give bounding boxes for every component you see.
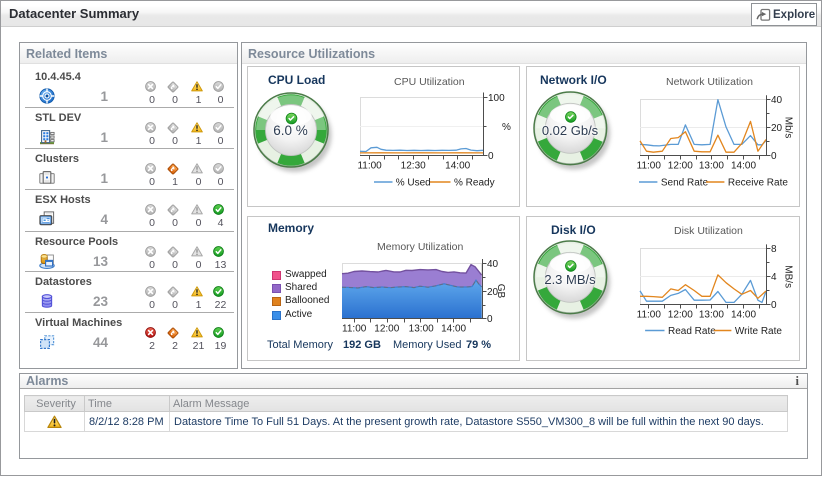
- svg-text:12:00: 12:00: [668, 310, 693, 321]
- svg-text:14:00: 14:00: [441, 324, 466, 335]
- svg-text:0: 0: [771, 151, 777, 162]
- svg-text:% Used: % Used: [396, 178, 431, 189]
- svg-text:0: 0: [487, 314, 493, 325]
- svg-text:40: 40: [487, 259, 499, 270]
- svg-text:Send Rate: Send Rate: [661, 178, 709, 189]
- svg-text:13:00: 13:00: [699, 161, 724, 172]
- svg-text:11:00: 11:00: [637, 161, 662, 172]
- svg-text:13:00: 13:00: [699, 310, 724, 321]
- svg-text:20: 20: [487, 287, 499, 298]
- svg-text:Read Rate: Read Rate: [668, 326, 716, 337]
- svg-text:0: 0: [771, 300, 777, 311]
- svg-text:%: %: [502, 122, 511, 133]
- svg-text:MB/s: MB/s: [783, 265, 794, 288]
- svg-text:11:00: 11:00: [637, 310, 662, 321]
- svg-text:12:00: 12:00: [374, 324, 399, 335]
- svg-text:12:00: 12:00: [668, 161, 693, 172]
- svg-text:Mb/s: Mb/s: [783, 117, 794, 139]
- svg-text:40: 40: [771, 95, 783, 106]
- svg-text:14:00: 14:00: [731, 310, 756, 321]
- svg-text:11:00: 11:00: [342, 324, 367, 335]
- svg-text:0: 0: [488, 151, 494, 162]
- svg-text:4: 4: [771, 272, 777, 283]
- svg-text:20: 20: [771, 123, 783, 134]
- svg-text:GB: GB: [495, 284, 506, 299]
- svg-text:8: 8: [771, 244, 777, 255]
- svg-text:% Ready: % Ready: [454, 178, 495, 189]
- svg-text:14:00: 14:00: [445, 161, 470, 172]
- svg-text:12:30: 12:30: [401, 161, 426, 172]
- svg-text:Write Rate: Write Rate: [735, 326, 782, 337]
- svg-text:14:00: 14:00: [731, 161, 756, 172]
- svg-text:Receive Rate: Receive Rate: [728, 178, 788, 189]
- svg-text:13:00: 13:00: [409, 324, 434, 335]
- svg-text:100: 100: [488, 93, 505, 104]
- svg-text:11:00: 11:00: [357, 161, 382, 172]
